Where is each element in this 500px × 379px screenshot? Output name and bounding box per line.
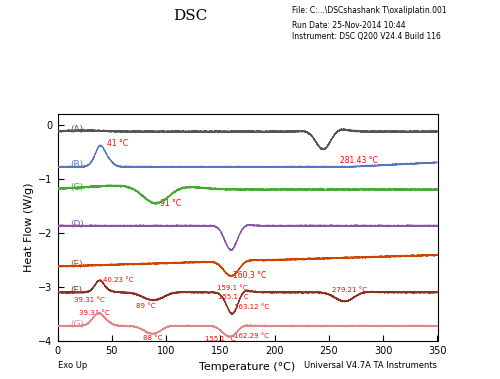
Text: (D): (D) bbox=[70, 220, 85, 229]
Text: Instrument: DSC Q200 V24.4 Build 116: Instrument: DSC Q200 V24.4 Build 116 bbox=[292, 32, 442, 41]
Text: (F): (F) bbox=[70, 286, 83, 295]
Text: File: C:...\DSCshashank T\oxaliplatin.001: File: C:...\DSCshashank T\oxaliplatin.00… bbox=[292, 6, 447, 15]
Text: 163.12 °C: 163.12 °C bbox=[234, 304, 270, 310]
Text: (C): (C) bbox=[70, 183, 84, 193]
Text: (E): (E) bbox=[70, 260, 83, 269]
Y-axis label: Heat Flow (W/g): Heat Flow (W/g) bbox=[24, 183, 34, 272]
Text: (G): (G) bbox=[70, 320, 85, 329]
Text: (A): (A) bbox=[70, 125, 84, 135]
Text: 39.31 °C: 39.31 °C bbox=[74, 297, 104, 303]
Text: Run Date: 25-Nov-2014 10:44: Run Date: 25-Nov-2014 10:44 bbox=[292, 21, 406, 30]
X-axis label: Temperature (°C): Temperature (°C) bbox=[200, 362, 296, 371]
Text: DSC: DSC bbox=[173, 9, 207, 23]
Text: 88 °C: 88 °C bbox=[144, 335, 163, 341]
Text: 39.31 °C: 39.31 °C bbox=[79, 310, 110, 316]
Text: 40.23 °C: 40.23 °C bbox=[103, 277, 134, 282]
Text: Exo Up: Exo Up bbox=[58, 360, 87, 370]
Text: 160.3 °C: 160.3 °C bbox=[234, 271, 266, 280]
Text: 159.1 °C: 159.1 °C bbox=[217, 285, 248, 291]
Text: 89 °C: 89 °C bbox=[136, 302, 155, 309]
Text: 41 °C: 41 °C bbox=[108, 139, 128, 148]
Text: 91 °C: 91 °C bbox=[160, 199, 180, 208]
Text: 279.21 °C: 279.21 °C bbox=[332, 287, 367, 293]
Text: 281.43 °C: 281.43 °C bbox=[340, 156, 378, 165]
Text: 155.1 °C: 155.1 °C bbox=[205, 335, 236, 341]
Text: (B): (B) bbox=[70, 160, 84, 169]
Text: 162.29 °C: 162.29 °C bbox=[234, 333, 270, 339]
Text: 155.1 °C: 155.1 °C bbox=[218, 294, 248, 300]
Text: Universal V4.7A TA Instruments: Universal V4.7A TA Instruments bbox=[304, 360, 438, 370]
